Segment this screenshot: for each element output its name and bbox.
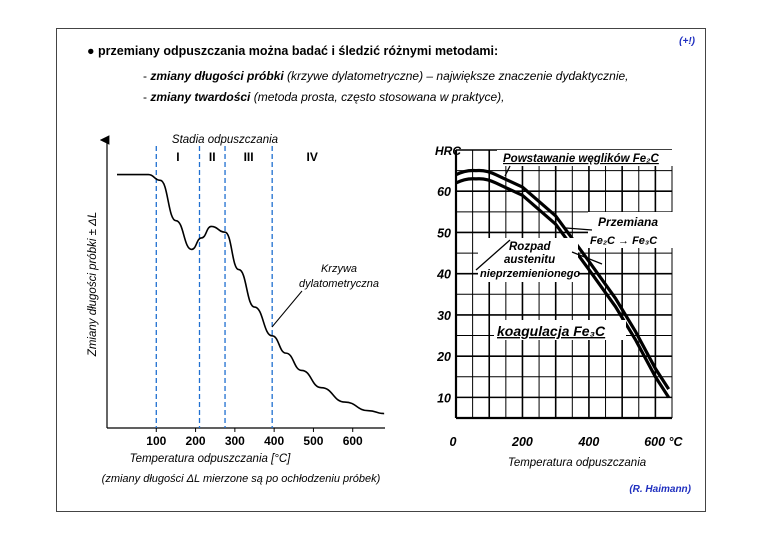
x-tick-label: 100: [146, 434, 166, 448]
hrc-y-tick-label: 40: [436, 268, 451, 282]
carbides-label-box: [497, 150, 673, 166]
transformation-label-line2: Fe₂C → Fe₃C: [590, 235, 658, 247]
hrc-y-tick-label: 10: [437, 391, 451, 405]
hrc-y-tick-label: 60: [437, 185, 451, 199]
method-item-length: - zmiany długości próbki (krzywe dylatom…: [143, 69, 629, 83]
decomposition-label-line3: nieprzemienionego: [480, 268, 581, 280]
stage-label: I: [176, 150, 179, 164]
hrc-y-tick-label: 20: [436, 350, 451, 364]
hardness-chart: 10 20 30 40 50 60 0 200 400 600 °C HRC Powstawani…: [435, 144, 684, 469]
coagulation-label: koagulacja Fe₃C: [497, 323, 606, 339]
curve-label-pointer: [271, 290, 303, 328]
method-description: (metoda prosta, często stosowana w prakt…: [250, 90, 505, 104]
intro-line: ● przemiany odpuszczania można badać i ś…: [87, 44, 498, 58]
hrc-x-tick-label: 200: [511, 435, 533, 449]
coagulation-label-box: [494, 320, 626, 340]
source-credit: (R. Haimann): [629, 484, 691, 495]
x-tick-label: 200: [186, 434, 206, 448]
decomposition-label-line1: Rozpad: [509, 241, 552, 253]
intro-text: przemiany odpuszczania można badać i śle…: [98, 44, 499, 58]
x-tick-label: 300: [225, 434, 245, 448]
x-axis-label: Temperatura odpuszczania [°C]: [130, 453, 292, 465]
stage-label: III: [244, 150, 254, 164]
hrc-axis-label: HRC: [435, 144, 461, 158]
hrc-y-tick-label: 30: [437, 309, 451, 323]
method-title: zmiany długości próbki: [150, 69, 284, 83]
dilatometric-curve: [116, 173, 385, 415]
stage-label: II: [209, 150, 216, 164]
x-tick-label: 600: [343, 434, 363, 448]
method-dash: -: [143, 69, 151, 83]
carbides-label: Powstawanie węglików Fe₂C: [503, 153, 660, 165]
decomposition-label-box: [478, 238, 578, 282]
transformation-label-box: [588, 212, 674, 248]
stages-title: Stadia odpuszczania: [172, 134, 278, 146]
method-description: (krzywe dylatometryczne) – największe zn…: [283, 69, 629, 83]
curve-label-line2: dylatometryczna: [299, 278, 379, 290]
decomposition-label-line2: austenitu: [504, 254, 555, 266]
stage-label: IV: [307, 150, 318, 164]
method-item-hardness: - zmiany twardości (metoda prosta, częst…: [143, 90, 504, 104]
hrc-x-tick-label: 400: [577, 435, 599, 449]
dil-caption: (zmiany długości ΔL mierzone są po ochło…: [102, 473, 381, 485]
dilatometric-chart: I II III IV 100 200 300 400 500 600 Stadia odpus…: [87, 134, 385, 485]
decomposition-pointer-1: [475, 239, 511, 271]
slide-frame: (+!) ● przemiany odpuszczania można bada…: [56, 28, 706, 512]
y-axis-label: Zmiany długości próbki ± ΔL: [87, 212, 99, 357]
method-dash: -: [143, 90, 151, 104]
hrc-x-axis-label: Temperatura odpuszczania: [508, 457, 646, 469]
carbides-pointer: [504, 165, 511, 177]
curve-label-line1: Krzywa: [321, 263, 357, 275]
hrc-x-tick-label: 0: [450, 435, 457, 449]
bullet-icon: ●: [87, 44, 95, 58]
decomposition-pointer-2: [571, 251, 603, 265]
transformation-pointer: [565, 227, 593, 231]
x-tick-label: 400: [264, 434, 284, 448]
hrc-y-tick-label: 50: [437, 226, 451, 240]
method-title: zmiany twardości: [150, 90, 251, 104]
transformation-label-line1: Przemiana: [598, 215, 658, 229]
x-tick-label: 500: [303, 434, 323, 448]
importance-tag: (+!): [679, 36, 695, 47]
hrc-x-tick-label: 600 °C: [644, 435, 683, 449]
